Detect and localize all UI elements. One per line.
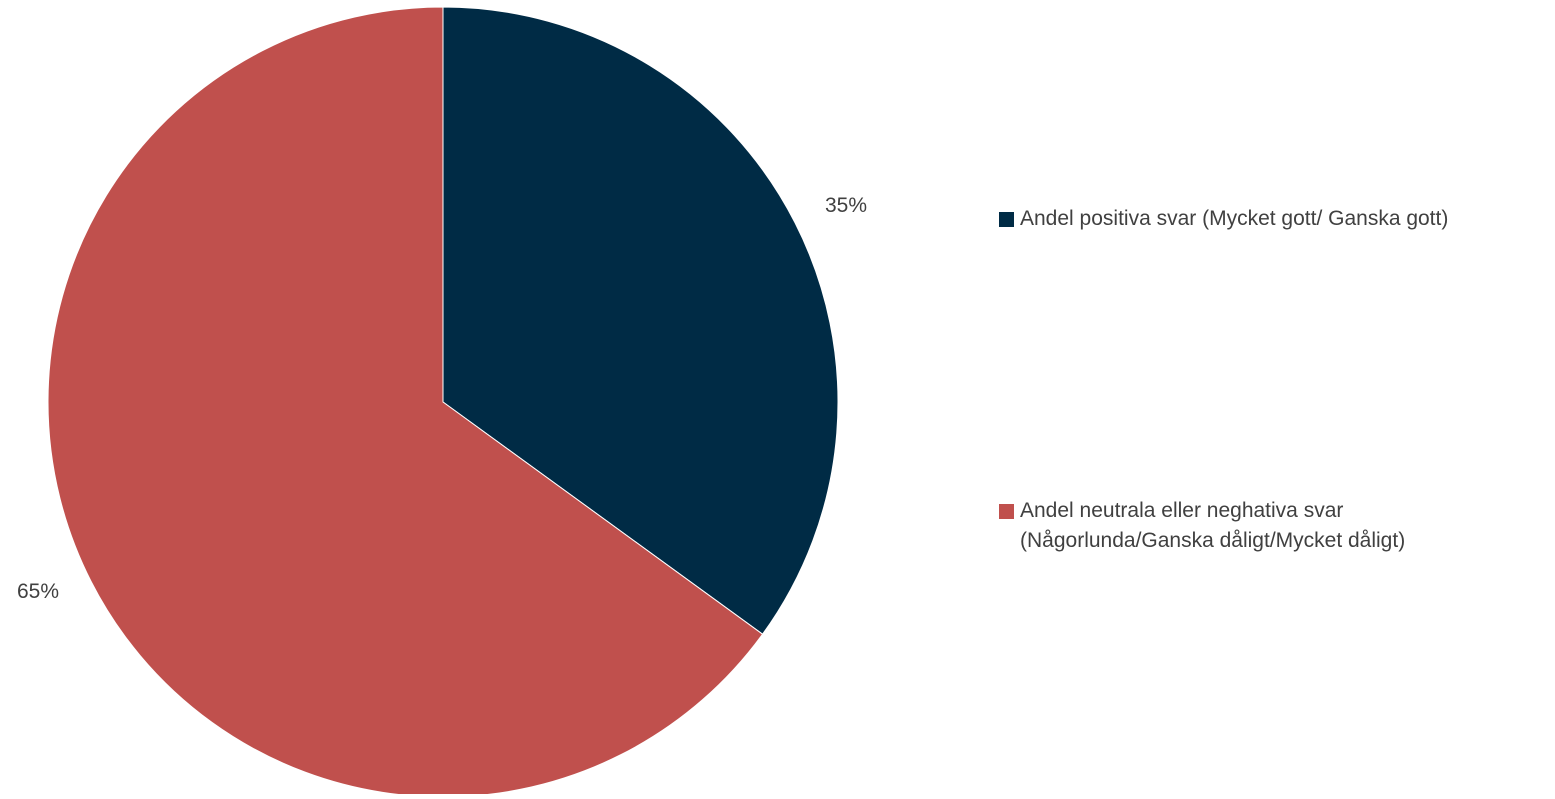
legend-item-2: Andel neutrala eller neghativa svar (Någo… bbox=[999, 496, 1405, 556]
legend-label-line: Andel neutrala eller neghativa svar bbox=[1020, 499, 1344, 522]
legend-swatch-1 bbox=[999, 212, 1014, 227]
legend-item-1: Andel positiva svar (Mycket gott/ Ganska… bbox=[999, 204, 1448, 234]
legend-label-line: (Någorlunda/Ganska dåligt/Mycket dåligt) bbox=[1020, 529, 1406, 552]
legend-swatch-2 bbox=[999, 504, 1014, 519]
pie-slice-1 bbox=[442, 6, 839, 635]
data-label-1: 35% bbox=[825, 194, 867, 217]
legend-label-line: Andel positiva svar (Mycket gott/ Ganska… bbox=[1020, 207, 1449, 230]
legend-label-2: Andel neutrala eller neghativa svar (Någo… bbox=[1020, 496, 1405, 556]
data-label-2: 65% bbox=[17, 580, 59, 603]
legend-label-1: Andel positiva svar (Mycket gott/ Ganska… bbox=[1020, 204, 1448, 234]
pie-slice-2 bbox=[47, 6, 764, 798]
